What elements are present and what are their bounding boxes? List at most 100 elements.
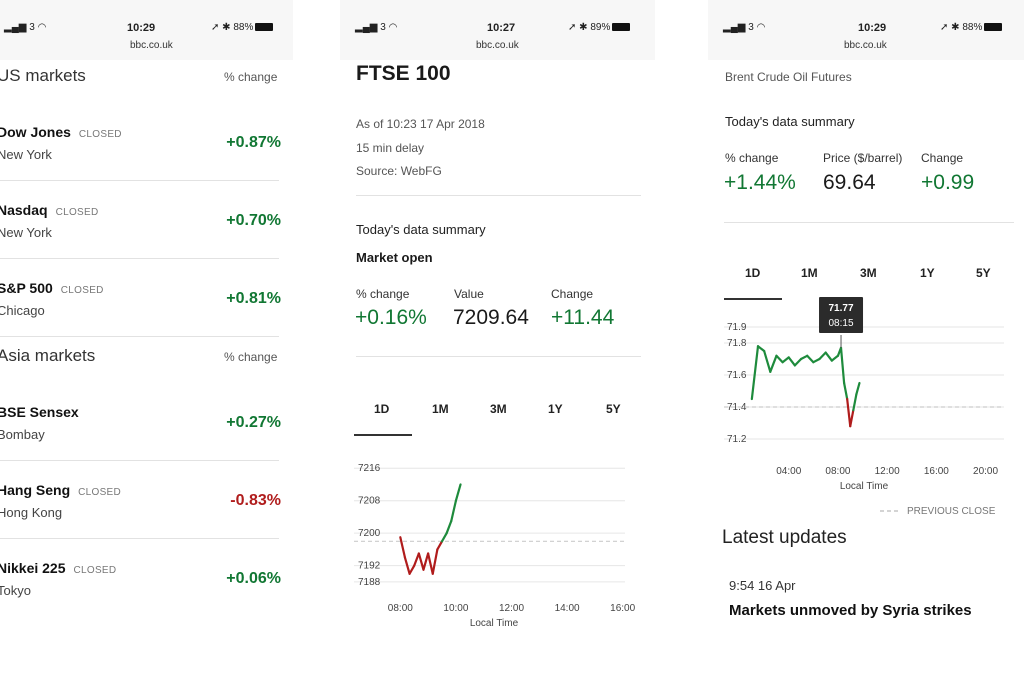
series-segment bbox=[812, 357, 821, 364]
y-tick-label: 71.4 bbox=[727, 402, 747, 413]
stat-value: +0.99 bbox=[921, 171, 975, 194]
y-tick-label: 7200 bbox=[358, 528, 381, 539]
latest-updates-title: Latest updates bbox=[722, 527, 847, 548]
status-right: ➚ ✱ 89% bbox=[568, 22, 631, 33]
market-status: CLOSED bbox=[55, 207, 99, 218]
stat-label: % change bbox=[356, 287, 410, 301]
signal-indicator: ▂▄▆ 3 ◠ bbox=[723, 22, 766, 33]
x-axis-title: Local Time bbox=[470, 618, 519, 629]
market-name: Nasdaq bbox=[0, 202, 48, 218]
market-change: -0.83% bbox=[230, 492, 281, 509]
signal-bars-icon: ▂▄▆ bbox=[723, 22, 749, 33]
series-segment bbox=[399, 536, 407, 559]
market-change: +0.70% bbox=[226, 212, 281, 229]
series-segment bbox=[417, 552, 425, 571]
market-city: Tokyo bbox=[0, 583, 31, 598]
x-tick-label: 08:00 bbox=[388, 603, 413, 614]
market-name: Nikkei 225 bbox=[0, 560, 66, 576]
market-city: New York bbox=[0, 225, 52, 240]
series-segment bbox=[763, 349, 772, 373]
update-headline-link[interactable]: Markets unmoved by Syria strikes bbox=[729, 602, 972, 619]
series-segment bbox=[793, 357, 803, 367]
market-name: S&P 500 bbox=[0, 280, 53, 296]
stat-label: % change bbox=[725, 151, 779, 165]
divider bbox=[0, 538, 279, 539]
wifi-icon: ◠ bbox=[388, 22, 398, 33]
signal-indicator: ▂▄▆ 3 ◠ bbox=[4, 22, 47, 33]
tooltip-value: 71.77 bbox=[829, 303, 854, 314]
market-state: Market open bbox=[356, 250, 433, 265]
x-tick-label: 12:00 bbox=[499, 603, 524, 614]
series-segment bbox=[846, 397, 852, 428]
tab-1m[interactable]: 1M bbox=[801, 266, 818, 280]
ftse-100-screen: ▂▄▆ 3 ◠ 10:27 ➚ ✱ 89% bbc.co.uk FTSE 100… bbox=[340, 0, 655, 683]
tab-1d[interactable]: 1D bbox=[374, 402, 390, 416]
divider bbox=[0, 460, 279, 461]
tab-3m[interactable]: 3M bbox=[860, 266, 877, 280]
legend-label: PREVIOUS CLOSE bbox=[907, 506, 996, 517]
ftse-intraday-chart[interactable]: 7216 7208 7200 7192 7188 08:00 10:00 12:00 14:00… bbox=[340, 440, 655, 640]
signal-bars-icon: ▂▄▆ bbox=[4, 22, 30, 33]
url-bar[interactable]: bbc.co.uk bbox=[130, 40, 173, 51]
series-segment bbox=[427, 552, 434, 575]
stat-value: +1.44% bbox=[724, 171, 796, 194]
tab-1y[interactable]: 1Y bbox=[920, 266, 935, 280]
x-axis-title: Local Time bbox=[840, 481, 889, 492]
market-name: Hang Seng bbox=[0, 482, 71, 498]
status-bar: ▂▄▆ 3 ◠ 10:29 ➚ ✱ 88% bbc.co.uk bbox=[708, 0, 1024, 60]
active-tab-indicator bbox=[354, 434, 412, 436]
bluetooth-icon: ✱ bbox=[222, 22, 231, 33]
us-asia-markets-screen: ▂▄▆ 3 ◠ 10:29 ➚ ✱ 88% bbc.co.uk US marke… bbox=[0, 0, 293, 683]
series-segment bbox=[440, 532, 448, 543]
tab-5y[interactable]: 5Y bbox=[606, 402, 621, 416]
delay-text: 15 min delay bbox=[356, 141, 425, 155]
market-change: +0.06% bbox=[226, 570, 281, 587]
source-text: Source: WebFG bbox=[356, 164, 442, 178]
series-segment bbox=[843, 381, 849, 401]
market-name: Dow Jones bbox=[0, 124, 71, 140]
divider bbox=[356, 195, 641, 196]
x-tick-label: 08:00 bbox=[825, 466, 850, 477]
series-segment bbox=[408, 564, 416, 575]
stat-value: +11.44 bbox=[551, 306, 615, 329]
active-tab-indicator bbox=[724, 298, 782, 300]
location-icon: ➚ bbox=[940, 22, 949, 33]
wifi-icon: ◠ bbox=[756, 22, 766, 33]
market-status: CLOSED bbox=[73, 565, 117, 576]
market-city: Chicago bbox=[0, 303, 45, 318]
x-tick-label: 04:00 bbox=[776, 466, 801, 477]
stat-label: Value bbox=[454, 287, 484, 301]
bluetooth-icon: ✱ bbox=[951, 22, 960, 33]
location-icon: ➚ bbox=[568, 22, 577, 33]
url-bar[interactable]: bbc.co.uk bbox=[844, 40, 887, 51]
market-city: Bombay bbox=[0, 427, 45, 442]
market-change: +0.27% bbox=[226, 414, 281, 431]
series-segment bbox=[781, 356, 790, 364]
url-bar[interactable]: bbc.co.uk bbox=[476, 40, 519, 51]
tooltip-box bbox=[819, 297, 864, 333]
brent-crude-screen: ▂▄▆ 3 ◠ 10:29 ➚ ✱ 88% bbc.co.uk Brent Cr… bbox=[708, 0, 1024, 683]
section-title: US markets bbox=[0, 66, 86, 85]
status-time: 10:27 bbox=[487, 22, 516, 34]
tab-1d[interactable]: 1D bbox=[745, 266, 761, 280]
page-title: FTSE 100 bbox=[356, 62, 451, 85]
change-column-header: % change bbox=[224, 350, 278, 364]
summary-title: Today's data summary bbox=[725, 114, 855, 129]
series-segment bbox=[769, 354, 778, 373]
tab-3m[interactable]: 3M bbox=[490, 402, 507, 416]
series-segment bbox=[413, 552, 420, 567]
tab-5y[interactable]: 5Y bbox=[976, 266, 991, 280]
market-status: CLOSED bbox=[60, 285, 104, 296]
y-tick-label: 71.2 bbox=[727, 434, 747, 445]
page-title: Brent Crude Oil Futures bbox=[725, 70, 852, 84]
brent-intraday-chart[interactable]: 71.9 71.8 71.6 71.4 71.2 04:00 08:00 12:00 16:00… bbox=[708, 295, 1024, 525]
y-tick-label: 71.6 bbox=[727, 370, 747, 381]
signal-bars-icon: ▂▄▆ bbox=[355, 22, 381, 33]
as-of-text: As of 10:23 17 Apr 2018 bbox=[356, 117, 485, 131]
change-column-header: % change bbox=[224, 70, 278, 84]
stat-value: +0.16% bbox=[355, 306, 427, 329]
summary-title: Today's data summary bbox=[356, 222, 486, 237]
tab-1y[interactable]: 1Y bbox=[548, 402, 563, 416]
tab-1m[interactable]: 1M bbox=[432, 402, 449, 416]
series-segment bbox=[775, 354, 784, 364]
